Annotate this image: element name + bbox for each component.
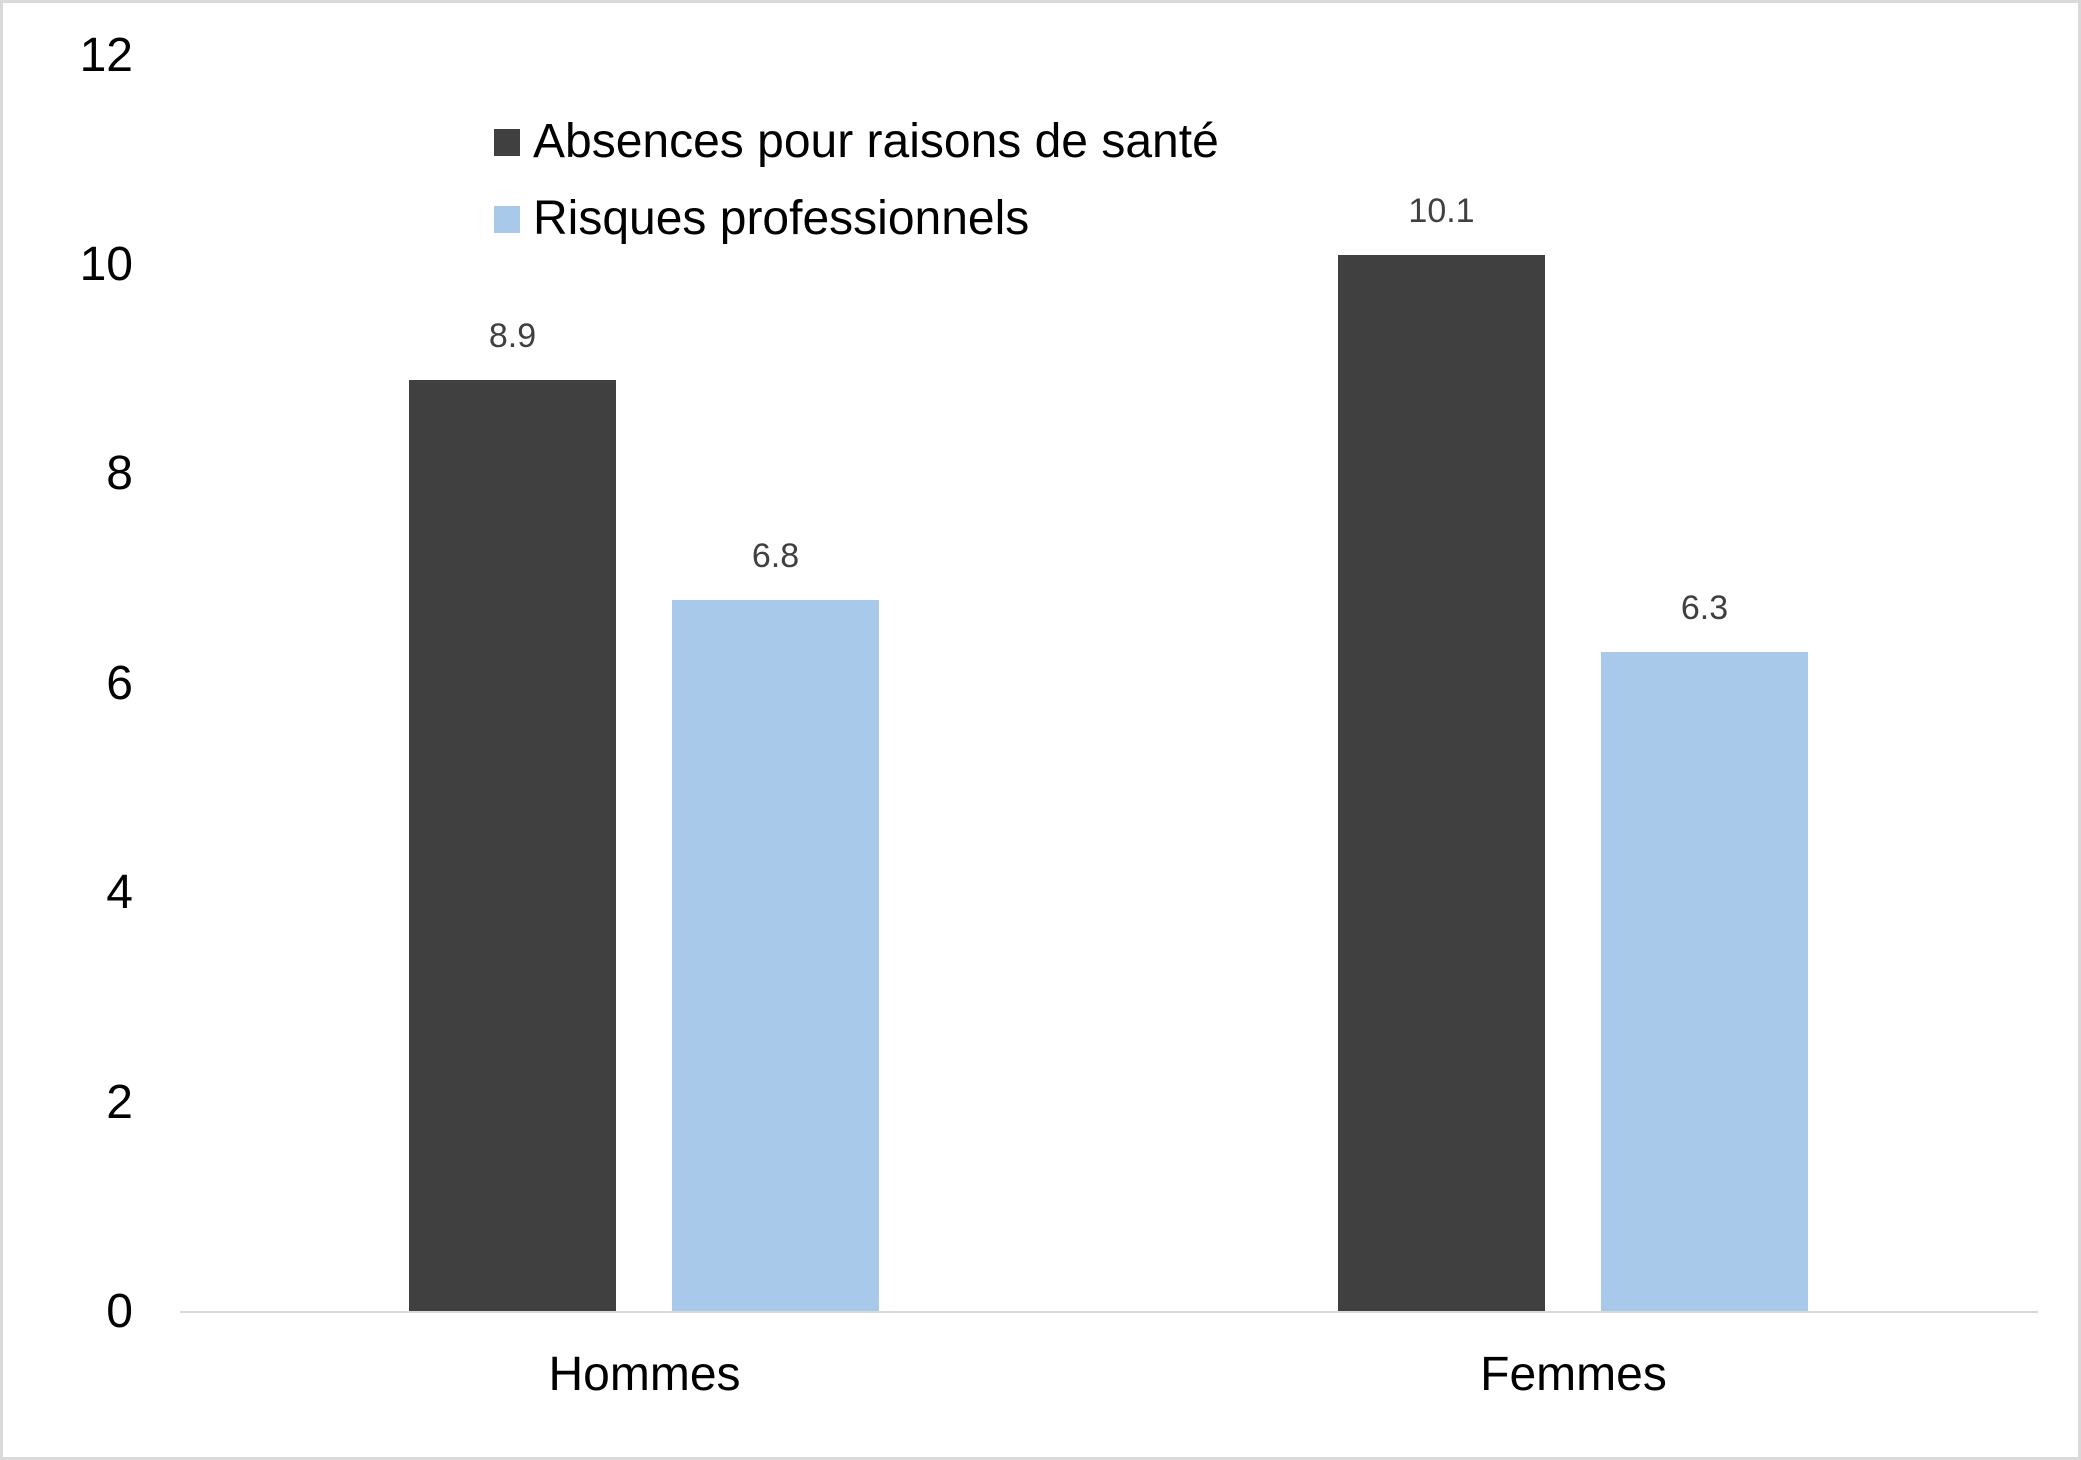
y-tick-label-8: 8: [106, 447, 133, 501]
y-tick-label-2: 2: [106, 1075, 133, 1129]
category-label-hommes: Hommes: [548, 1348, 741, 1401]
y-tick-label-10: 10: [79, 238, 133, 291]
bar-value-label-hommes-risques: 6.8: [751, 537, 800, 576]
bar-value-label-femmes-risques: 6.3: [1680, 589, 1729, 628]
bar-hommes-risques: [672, 600, 879, 1312]
x-axis-line: [180, 1311, 2038, 1313]
legend-swatch-risques: [494, 206, 520, 233]
legend-label-absences: Absences pour raisons de santé: [533, 115, 1219, 168]
bar-value-label-hommes-absences: 8.9: [488, 317, 537, 356]
bar-value-label-femmes-absences: 10.1: [1408, 191, 1475, 230]
bar-femmes-risques: [1601, 652, 1808, 1312]
y-tick-label-4: 4: [106, 866, 133, 920]
legend-label-risques: Risques professionnels: [533, 192, 1030, 245]
y-tick-label-12: 12: [79, 28, 133, 82]
y-tick-label-0: 0: [106, 1285, 133, 1338]
legend-swatch-absences: [494, 129, 520, 156]
bar-hommes-absences: [409, 380, 616, 1312]
y-tick-label-6: 6: [106, 656, 133, 710]
bar-femmes-absences: [1338, 254, 1545, 1312]
category-label-femmes: Femmes: [1480, 1348, 1667, 1401]
